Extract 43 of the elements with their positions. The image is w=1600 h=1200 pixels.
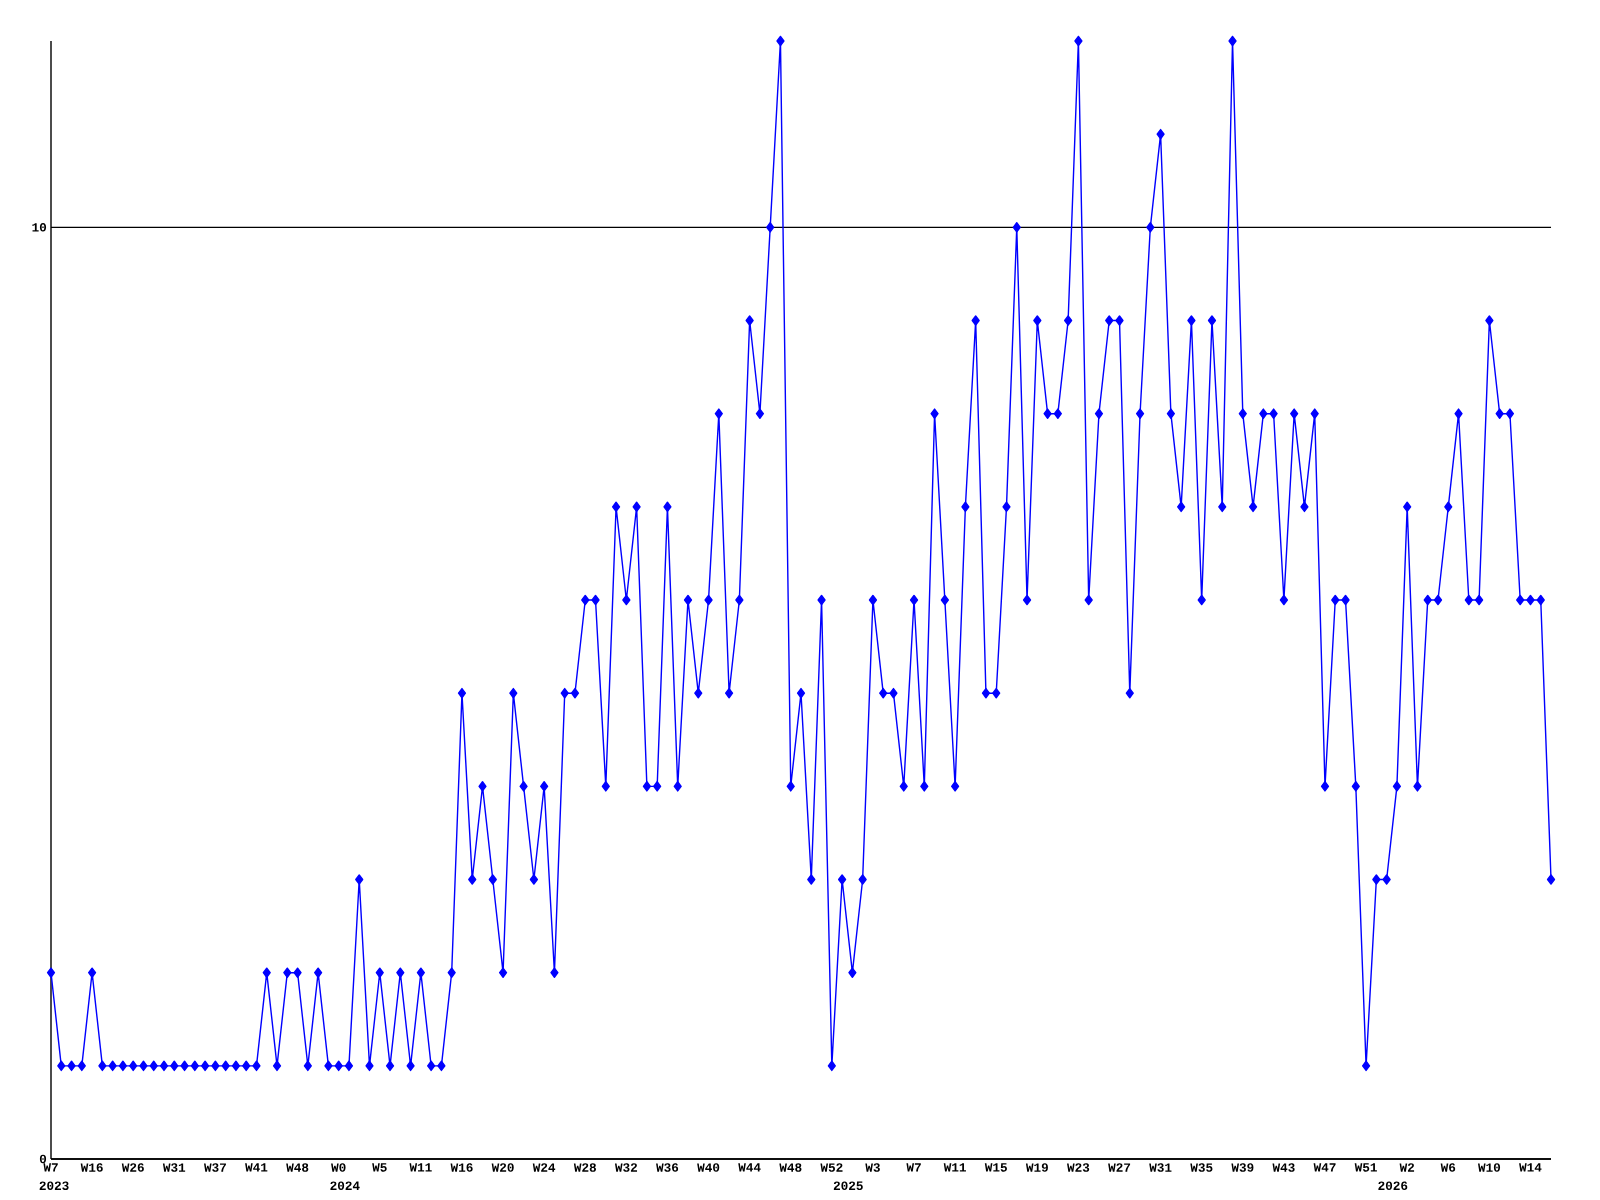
x-tick-label: W36: [656, 1163, 679, 1172]
text: 2026: [1378, 1181, 1408, 1191]
x-tick-label: W16: [80, 1163, 103, 1172]
x-tick-label: W7: [43, 1163, 58, 1172]
x-tick-label: W32: [614, 1163, 638, 1172]
y-tick-label: 10: [32, 223, 47, 232]
x-tick-label: W11: [409, 1163, 432, 1172]
x-tick-label: W16: [450, 1163, 473, 1172]
x-tick-label: W40: [697, 1163, 720, 1172]
x-tick-label: W26: [121, 1163, 144, 1172]
text: 2024: [330, 1181, 360, 1191]
x-tick-label: W2: [1399, 1163, 1415, 1172]
text: 2025: [833, 1181, 863, 1191]
x-tick-label: W24: [532, 1163, 556, 1172]
x-tick-label: W19: [1025, 1163, 1048, 1172]
x-tick-label: W52: [820, 1163, 843, 1172]
x-tick-label: W0: [331, 1163, 346, 1172]
x-tick-label: W31: [1149, 1163, 1172, 1172]
x-tick-label: W15: [984, 1163, 1007, 1172]
x-tick-label: W43: [1272, 1163, 1295, 1172]
text: 2023: [39, 1181, 69, 1191]
x-tick-label: W44: [738, 1163, 761, 1172]
x-tick-label: W47: [1313, 1163, 1336, 1172]
x-tick-label: W39: [1231, 1163, 1254, 1172]
x-tick-label: W51: [1354, 1163, 1377, 1172]
x-tick-label: W20: [491, 1163, 514, 1172]
x-tick-label: W10: [1477, 1163, 1501, 1172]
x-tick-label: W35: [1190, 1163, 1213, 1172]
x-tick-label: W23: [1067, 1163, 1090, 1172]
x-tick-label: W14: [1519, 1163, 1542, 1172]
x-tick-label: W11: [943, 1163, 966, 1172]
x-tick-label: W7: [906, 1163, 921, 1172]
x-tick-label: W31: [162, 1163, 186, 1172]
x-tick-label: W28: [573, 1163, 596, 1172]
x-tick-label: W37: [204, 1163, 226, 1172]
x-tick-label: W6: [1440, 1163, 1456, 1172]
x-tick-label: W27: [1108, 1163, 1131, 1172]
x-tick-label: W3: [865, 1163, 880, 1172]
x-tick-label: W5: [372, 1163, 387, 1172]
y-tick-label: 0: [39, 1154, 47, 1164]
x-tick-label: W48: [286, 1163, 309, 1172]
x-tick-label: W41: [245, 1163, 268, 1172]
x-tick-label: W48: [779, 1163, 802, 1172]
